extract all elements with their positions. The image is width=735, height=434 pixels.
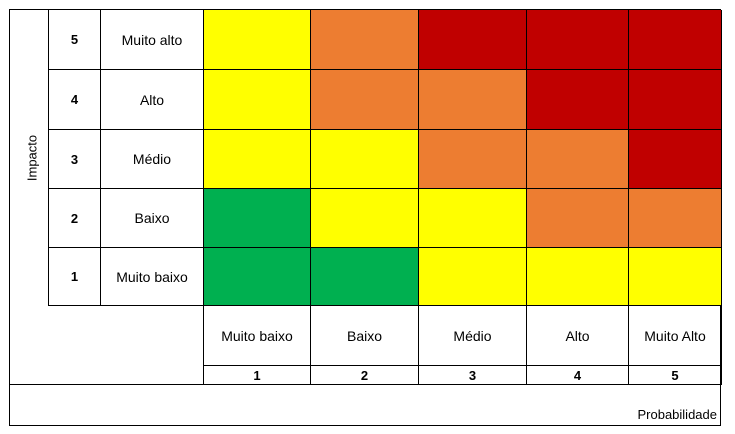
- heatmap-cell: [311, 189, 419, 248]
- impact-level-number: 4: [49, 70, 101, 130]
- heatmap-cell: [629, 10, 722, 70]
- heatmap-cell: [419, 70, 527, 130]
- heatmap-cell: [419, 189, 527, 248]
- probability-level-number: 4: [527, 366, 629, 385]
- probability-level-label: Baixo: [311, 306, 419, 366]
- probability-level-number: 2: [311, 366, 419, 385]
- impact-level-label: Muito alto: [101, 10, 204, 70]
- heatmap-cell: [527, 130, 629, 189]
- heatmap-cell: [527, 70, 629, 130]
- heatmap-cell: [204, 70, 311, 130]
- heatmap-cell: [311, 70, 419, 130]
- risk-matrix: 5 Muito alto 4 Alto 3 Médio 2 Baixo 1 Muito baixo…: [9, 9, 722, 426]
- impact-level-number: 1: [49, 248, 101, 306]
- x-axis-label: Probabilidade: [637, 407, 717, 422]
- heatmap-cell: [419, 130, 527, 189]
- probability-level-number: 3: [419, 366, 527, 385]
- heatmap-cell: [419, 248, 527, 306]
- probability-level-label: Médio: [419, 306, 527, 366]
- heatmap-cell: [419, 10, 527, 70]
- heatmap-cell: [629, 189, 722, 248]
- heatmap-cell: [629, 70, 722, 130]
- heatmap-cell: [311, 130, 419, 189]
- impact-level-number: 2: [49, 189, 101, 248]
- heatmap-cell: [204, 248, 311, 306]
- heatmap-cell: [311, 10, 419, 70]
- heatmap-cell: [204, 10, 311, 70]
- probability-level-number: 1: [204, 366, 311, 385]
- heatmap-cell: [629, 130, 722, 189]
- impact-level-label: Baixo: [101, 189, 204, 248]
- heatmap-cell: [527, 189, 629, 248]
- probability-level-label: Muito baixo: [204, 306, 311, 366]
- y-axis-column-border: [48, 10, 49, 306]
- heatmap-cell: [311, 248, 419, 306]
- impact-level-number: 5: [49, 10, 101, 70]
- heatmap-cell: [204, 189, 311, 248]
- heatmap-cell: [629, 248, 722, 306]
- probability-header-blank: [10, 306, 204, 385]
- impact-level-label: Alto: [101, 70, 204, 130]
- heatmap-cell: [204, 130, 311, 189]
- probability-level-number: 5: [629, 366, 722, 385]
- impact-level-label: Muito baixo: [101, 248, 204, 306]
- probability-level-label: Alto: [527, 306, 629, 366]
- y-axis-label: Impacto: [24, 134, 40, 182]
- impact-level-label: Médio: [101, 130, 204, 189]
- impact-level-number: 3: [49, 130, 101, 189]
- heatmap-cell: [527, 248, 629, 306]
- heatmap-cell: [527, 10, 629, 70]
- probability-level-label: Muito Alto: [629, 306, 722, 366]
